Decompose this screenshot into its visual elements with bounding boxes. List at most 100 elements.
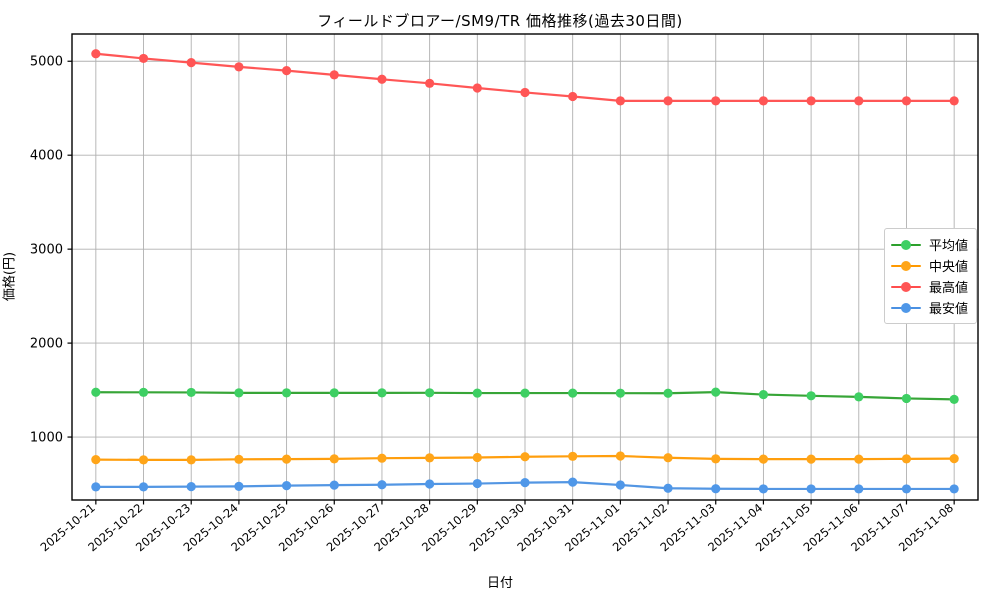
series-1 bbox=[91, 451, 959, 465]
chart-title: フィールドブロアー/SM9/TR 価格推移(過去30日間) bbox=[317, 12, 683, 30]
data-point bbox=[901, 393, 912, 404]
data-point bbox=[758, 96, 769, 106]
data-point bbox=[138, 387, 149, 397]
data-point bbox=[854, 454, 864, 464]
y-tick-label: 2000 bbox=[30, 337, 63, 352]
data-point bbox=[568, 477, 578, 487]
data-point bbox=[425, 453, 435, 463]
legend-item-2: 最高値 bbox=[891, 276, 968, 297]
data-point bbox=[520, 87, 530, 98]
legend-item-0: 平均値 bbox=[891, 234, 968, 255]
data-point bbox=[234, 62, 244, 72]
series-2 bbox=[91, 49, 959, 106]
data-point bbox=[758, 454, 769, 464]
data-point bbox=[711, 454, 721, 464]
data-point bbox=[186, 58, 196, 68]
y-tick-label: 5000 bbox=[30, 55, 63, 70]
data-point bbox=[186, 482, 196, 492]
y-tick-label: 4000 bbox=[30, 149, 63, 164]
data-point bbox=[234, 454, 244, 464]
data-point bbox=[91, 455, 101, 465]
data-point bbox=[329, 70, 339, 80]
data-point bbox=[615, 388, 625, 398]
data-point bbox=[329, 480, 339, 490]
data-point bbox=[91, 482, 101, 492]
y-tick-label: 1000 bbox=[30, 431, 63, 446]
data-point bbox=[281, 388, 292, 398]
data-point bbox=[663, 96, 673, 106]
y-axis-ticks: 1000 2000 3000 4000 5000 bbox=[30, 55, 72, 446]
data-point bbox=[758, 484, 769, 494]
data-point bbox=[901, 454, 912, 464]
x-axis-ticks: 2025-10-212025-10-222025-10-232025-10-24… bbox=[38, 500, 956, 554]
data-point bbox=[568, 91, 578, 102]
data-point bbox=[138, 53, 149, 64]
legend-swatch-icon bbox=[891, 301, 921, 315]
data-point bbox=[663, 388, 673, 398]
data-point bbox=[711, 484, 721, 494]
legend-item-label: 最安値 bbox=[929, 302, 969, 317]
gridlines bbox=[72, 34, 978, 500]
legend-item-label: 平均値 bbox=[929, 239, 969, 254]
data-point bbox=[138, 455, 149, 465]
legend-item-1: 中央値 bbox=[891, 255, 968, 276]
data-point bbox=[711, 96, 721, 106]
data-point bbox=[281, 66, 292, 76]
data-point bbox=[520, 452, 530, 462]
data-point bbox=[615, 480, 625, 490]
data-point bbox=[806, 454, 816, 464]
data-point bbox=[949, 394, 959, 404]
data-point bbox=[568, 388, 578, 398]
data-point bbox=[854, 484, 864, 494]
data-point bbox=[377, 480, 387, 490]
data-point bbox=[520, 478, 530, 488]
legend-item-label: 中央値 bbox=[929, 260, 969, 275]
data-point bbox=[806, 96, 816, 106]
data-point bbox=[758, 389, 769, 400]
data-point bbox=[806, 484, 816, 494]
legend-swatch-icon bbox=[891, 280, 921, 294]
data-point bbox=[186, 387, 196, 398]
data-point bbox=[91, 387, 101, 397]
data-point bbox=[663, 453, 673, 463]
data-point bbox=[901, 96, 912, 106]
data-point bbox=[377, 74, 387, 84]
data-point bbox=[425, 388, 435, 398]
legend-item-3: 最安値 bbox=[891, 297, 968, 318]
legend-item-label: 最高値 bbox=[929, 281, 969, 296]
data-point bbox=[615, 451, 625, 461]
data-point bbox=[472, 452, 482, 463]
x-axis-label: 日付 bbox=[486, 576, 513, 591]
data-point bbox=[615, 96, 625, 106]
series-0 bbox=[91, 387, 959, 404]
data-point bbox=[234, 481, 244, 491]
data-point bbox=[234, 388, 244, 398]
data-point bbox=[138, 482, 149, 492]
data-point bbox=[711, 387, 721, 397]
y-tick-label: 3000 bbox=[30, 243, 63, 258]
data-point bbox=[520, 388, 530, 398]
data-point bbox=[186, 455, 196, 465]
data-point bbox=[472, 83, 482, 93]
legend-swatch-icon bbox=[891, 259, 921, 273]
data-point bbox=[329, 388, 339, 398]
data-point bbox=[949, 484, 959, 494]
data-point bbox=[806, 391, 816, 401]
data-point bbox=[91, 49, 101, 59]
data-point bbox=[281, 481, 292, 491]
chart-legend: 平均値中央値最高値最安値 bbox=[884, 228, 978, 324]
data-point bbox=[472, 478, 482, 489]
data-point bbox=[377, 388, 387, 398]
series-3 bbox=[91, 477, 959, 494]
data-point bbox=[901, 484, 912, 494]
data-point bbox=[949, 454, 959, 464]
data-point bbox=[854, 96, 864, 106]
data-point bbox=[329, 454, 339, 464]
data-point bbox=[568, 451, 578, 461]
data-point bbox=[425, 479, 435, 489]
data-point bbox=[949, 96, 959, 106]
data-point bbox=[472, 388, 482, 398]
data-point bbox=[377, 453, 387, 463]
